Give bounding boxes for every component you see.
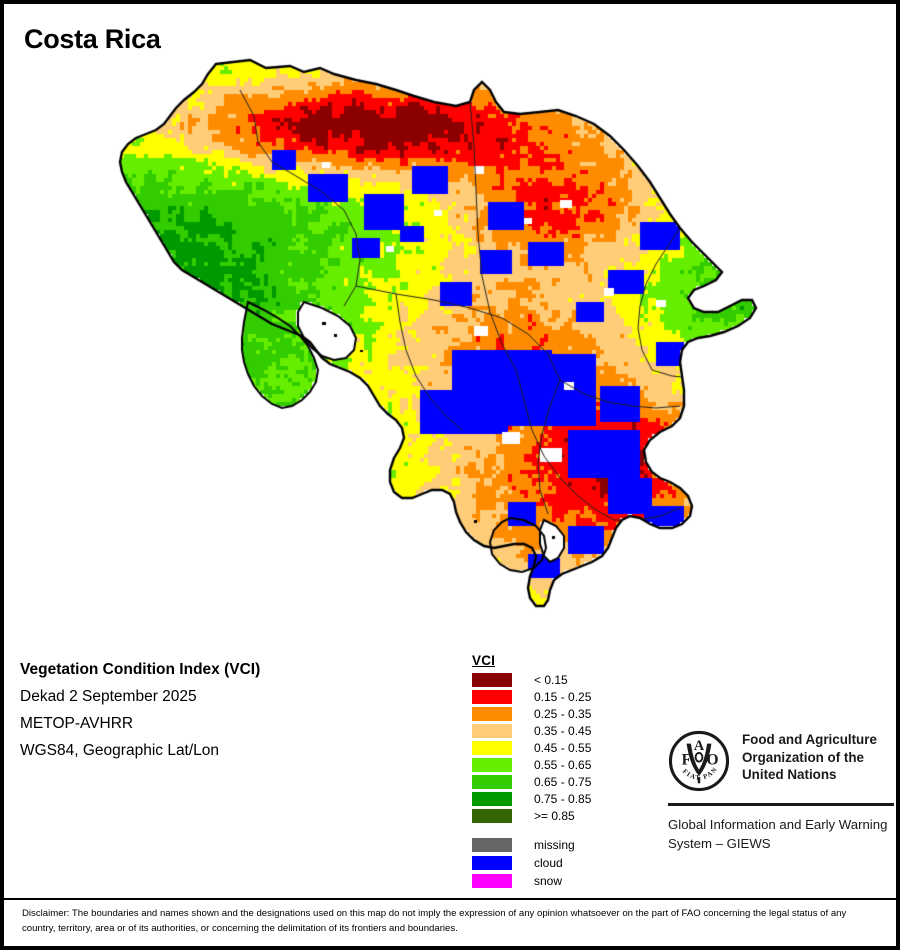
- legend-class-label: 0.55 - 0.65: [534, 758, 592, 772]
- fao-system-name: Global Information and Early Warning Sys…: [668, 817, 888, 851]
- info-sensor: METOP-AVHRR: [20, 715, 134, 732]
- fao-organization-name: Food and Agriculture Organization of the…: [742, 732, 877, 782]
- disclaimer-divider: [4, 898, 896, 900]
- legend-title: VCI: [472, 653, 496, 668]
- legend-class-swatch: [472, 758, 512, 772]
- legend-class-label: 0.25 - 0.35: [534, 707, 592, 721]
- legend-special-swatch: [472, 874, 512, 888]
- legend-class-swatch: [472, 707, 512, 721]
- legend-special-label: missing: [534, 838, 575, 852]
- legend-class-row: 0.75 - 0.85: [472, 791, 591, 807]
- info-product: Vegetation Condition Index (VCI): [20, 661, 261, 678]
- legend-class-swatch: [472, 690, 512, 704]
- legend-class-swatch: [472, 673, 512, 687]
- fao-header: F A O FIAT PANIS Food and Agriculture Or…: [665, 725, 896, 792]
- legend-class-swatch: [472, 809, 512, 823]
- legend-class-label: < 0.15: [534, 673, 568, 687]
- vci-map[interactable]: [4, 50, 896, 620]
- legend-special-row: snow: [472, 873, 591, 889]
- legend: VCI < 0.15 0.15 - 0.25 0.25 - 0.35 0.35 - 0…: [472, 652, 591, 891]
- legend-class-label: 0.75 - 0.85: [534, 792, 592, 806]
- legend-class-row: 0.45 - 0.55: [472, 740, 591, 756]
- legend-class-row: 0.15 - 0.25: [472, 689, 591, 705]
- legend-class-label: 0.15 - 0.25: [534, 690, 592, 704]
- legend-class-row: 0.65 - 0.75: [472, 774, 591, 790]
- legend-class-label: 0.45 - 0.55: [534, 741, 592, 755]
- legend-class-list: < 0.15 0.15 - 0.25 0.25 - 0.35 0.35 - 0.45 0…: [472, 672, 591, 824]
- vci-raster-canvas[interactable]: [4, 50, 896, 620]
- svg-text:F: F: [682, 752, 691, 769]
- legend-special-row: missing: [472, 837, 591, 853]
- legend-class-swatch: [472, 775, 512, 789]
- legend-class-swatch: [472, 741, 512, 755]
- legend-class-row: 0.25 - 0.35: [472, 706, 591, 722]
- svg-text:O: O: [706, 752, 718, 769]
- legend-special-swatch: [472, 856, 512, 870]
- legend-class-row: < 0.15: [472, 672, 591, 688]
- svg-text:A: A: [694, 738, 705, 754]
- legend-special-list: missing cloud snow: [472, 837, 591, 889]
- info-projection: WGS84, Geographic Lat/Lon: [20, 742, 220, 759]
- legend-class-label: 0.35 - 0.45: [534, 724, 592, 738]
- legend-special-label: cloud: [534, 856, 563, 870]
- fao-branding: F A O FIAT PANIS Food and Agriculture Or…: [665, 725, 896, 853]
- legend-class-label: 0.65 - 0.75: [534, 775, 592, 789]
- legend-special-label: snow: [534, 874, 563, 888]
- legend-class-swatch: [472, 792, 512, 806]
- fao-divider: [668, 803, 894, 806]
- legend-special-row: cloud: [472, 855, 591, 871]
- info-period: Dekad 2 September 2025: [20, 688, 197, 705]
- map-info-block: Vegetation Condition Index (VCI) Dekad 2…: [20, 656, 440, 764]
- fao-logo-icon: F A O FIAT PANIS: [665, 725, 730, 792]
- legend-class-row: 0.35 - 0.45: [472, 723, 591, 739]
- disclaimer-text: Disclaimer: The boundaries and names sho…: [22, 908, 847, 934]
- page-title: Costa Rica: [24, 24, 161, 54]
- legend-class-row: >= 0.85: [472, 808, 591, 824]
- legend-class-swatch: [472, 724, 512, 738]
- legend-class-label: >= 0.85: [534, 809, 575, 823]
- legend-special-swatch: [472, 838, 512, 852]
- legend-class-row: 0.55 - 0.65: [472, 757, 591, 773]
